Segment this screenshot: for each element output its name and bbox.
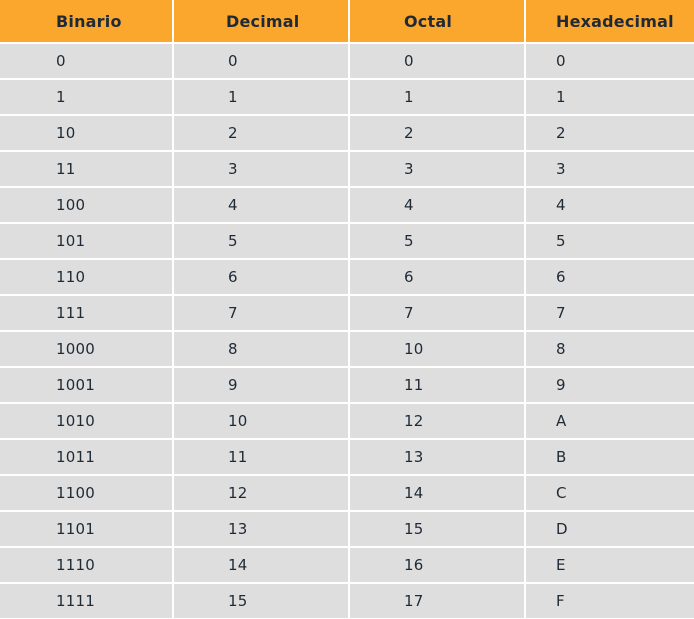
table-cell-decimal: 15 [174,584,348,618]
table-cell-hexadecimal: 2 [526,116,694,150]
table-cell-hexadecimal: F [526,584,694,618]
table-cell-decimal: 8 [174,332,348,366]
table-cell-binario: 1001 [0,368,172,402]
table-cell-decimal: 11 [174,440,348,474]
table-cell-binario: 100 [0,188,172,222]
table-cell-octal: 4 [350,188,524,222]
table-cell-binario: 1100 [0,476,172,510]
table-cell-hexadecimal: 8 [526,332,694,366]
table-cell-decimal: 0 [174,44,348,78]
table-cell-binario: 1111 [0,584,172,618]
column-header-octal: Octal [350,0,524,42]
table-cell-octal: 12 [350,404,524,438]
table-cell-binario: 110 [0,260,172,294]
table-cell-hexadecimal: A [526,404,694,438]
table-cell-hexadecimal: 3 [526,152,694,186]
table-cell-decimal: 9 [174,368,348,402]
table-cell-hexadecimal: D [526,512,694,546]
table-cell-hexadecimal: 0 [526,44,694,78]
table-cell-binario: 1110 [0,548,172,582]
table-cell-hexadecimal: E [526,548,694,582]
table-cell-binario: 1 [0,80,172,114]
table-cell-decimal: 14 [174,548,348,582]
table-cell-octal: 0 [350,44,524,78]
table-cell-hexadecimal: 7 [526,296,694,330]
table-cell-binario: 1011 [0,440,172,474]
table-cell-hexadecimal: 4 [526,188,694,222]
table-cell-hexadecimal: C [526,476,694,510]
table-cell-hexadecimal: 6 [526,260,694,294]
table-cell-octal: 7 [350,296,524,330]
column-header-decimal: Decimal [174,0,348,42]
table-cell-binario: 11 [0,152,172,186]
table-cell-decimal: 12 [174,476,348,510]
table-cell-binario: 1000 [0,332,172,366]
table-cell-octal: 13 [350,440,524,474]
table-cell-binario: 10 [0,116,172,150]
table-cell-binario: 0 [0,44,172,78]
table-cell-decimal: 3 [174,152,348,186]
column-header-binario: Binario [0,0,172,42]
table-cell-octal: 6 [350,260,524,294]
table-cell-octal: 16 [350,548,524,582]
table-cell-binario: 1101 [0,512,172,546]
table-cell-octal: 15 [350,512,524,546]
table-cell-octal: 11 [350,368,524,402]
table-cell-octal: 17 [350,584,524,618]
table-cell-decimal: 7 [174,296,348,330]
table-cell-decimal: 5 [174,224,348,258]
table-cell-octal: 1 [350,80,524,114]
table-cell-hexadecimal: 1 [526,80,694,114]
table-cell-octal: 14 [350,476,524,510]
table-cell-hexadecimal: 5 [526,224,694,258]
table-cell-binario: 111 [0,296,172,330]
table-cell-octal: 5 [350,224,524,258]
table-cell-decimal: 1 [174,80,348,114]
table-cell-decimal: 4 [174,188,348,222]
table-cell-decimal: 13 [174,512,348,546]
column-header-hexadecimal: Hexadecimal [526,0,694,42]
table-cell-binario: 101 [0,224,172,258]
table-cell-decimal: 6 [174,260,348,294]
table-cell-octal: 10 [350,332,524,366]
table-cell-hexadecimal: 9 [526,368,694,402]
table-cell-binario: 1010 [0,404,172,438]
table-cell-decimal: 10 [174,404,348,438]
table-cell-octal: 2 [350,116,524,150]
table-cell-decimal: 2 [174,116,348,150]
table-cell-octal: 3 [350,152,524,186]
table-cell-hexadecimal: B [526,440,694,474]
